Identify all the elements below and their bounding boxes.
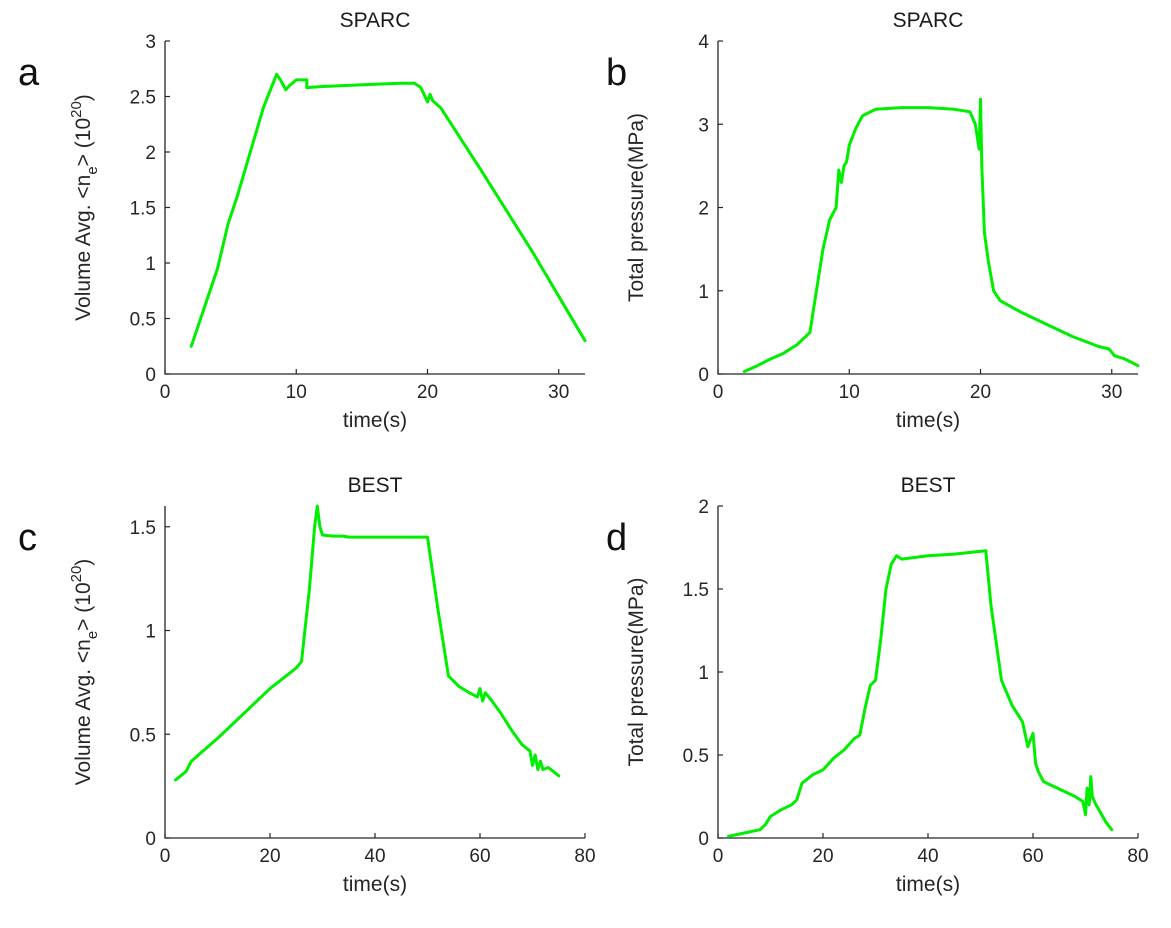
y-tick-label: 1 [698, 663, 709, 684]
x-axis-label: time(s) [343, 873, 407, 896]
x-axis-label: time(s) [896, 409, 960, 432]
x-tick-label: 20 [417, 382, 438, 403]
y-label-mid: > (10 [72, 118, 95, 166]
y-tick-label: 1.5 [130, 518, 156, 539]
y-axis-label: Volume Avg. <ne> (1020) [68, 559, 101, 786]
panel-letter: c [18, 517, 37, 559]
chart-panel-d: d 0 20 40 60 80 0 0.5 1 1.5 2 BEST time(s) Total pres… [606, 474, 1149, 896]
x-tick-label: 20 [259, 846, 280, 867]
y-axis-label: Volume Avg. <ne> (1020) [68, 94, 101, 321]
chart-title: SPARC [893, 9, 964, 32]
panel-letter: d [606, 517, 627, 559]
series-line [742, 97, 1140, 373]
axes-frame [717, 41, 1138, 375]
y-label-mid: > (10 [72, 582, 95, 630]
x-tick-label: 60 [1022, 846, 1043, 867]
y-label-sub: e [84, 631, 101, 639]
y-tick-label: 1.5 [130, 199, 156, 220]
x-tick-label: 30 [1101, 382, 1122, 403]
y-tick-label: 0.5 [130, 310, 156, 331]
y-label-sup: 20 [68, 101, 85, 118]
x-tick-label: 20 [970, 382, 991, 403]
y-label-end: ) [72, 559, 95, 566]
x-tick-label: 60 [469, 846, 490, 867]
y-label-main: Volume Avg. <n [72, 175, 95, 321]
y-tick-label: 0.5 [683, 746, 709, 767]
y-label-end: ) [72, 94, 95, 101]
y-label-sub: e [84, 166, 101, 174]
series-line [174, 504, 561, 782]
y-tick-label: 1.5 [683, 580, 709, 601]
x-tick-label: 30 [548, 382, 569, 403]
x-tick-label: 0 [160, 846, 171, 867]
chart-panel-a: a 0 10 20 30 0 0.5 1 1.5 2 2.5 3 SPARC time(s) Volume … [18, 9, 587, 432]
y-tick-label: 2 [698, 497, 709, 518]
y-tick-label: 2 [145, 143, 156, 164]
panel-letter: a [18, 52, 40, 94]
y-label-main: Volume Avg. <n [72, 639, 95, 785]
y-axis-label: Total pressure(MPa) [625, 113, 648, 302]
y-label-main: Total pressure(MPa) [625, 577, 648, 766]
x-tick-label: 0 [713, 846, 724, 867]
x-tick-label: 10 [839, 382, 860, 403]
panel-letter: b [606, 52, 627, 94]
x-axis-label: time(s) [896, 873, 960, 896]
x-tick-label: 80 [574, 846, 595, 867]
y-tick-label: 0 [698, 365, 709, 386]
x-axis-label: time(s) [343, 409, 407, 432]
y-tick-label: 2.5 [130, 88, 156, 109]
y-axis-label: Total pressure(MPa) [625, 577, 648, 766]
chart-title: BEST [901, 474, 956, 497]
series-line [189, 72, 587, 348]
y-tick-label: 1 [698, 282, 709, 303]
y-tick-label: 3 [145, 32, 156, 53]
y-label-main: Total pressure(MPa) [625, 113, 648, 302]
chart-title: SPARC [340, 9, 411, 32]
chart-title: BEST [348, 474, 403, 497]
y-tick-label: 0.5 [130, 725, 156, 746]
x-tick-label: 40 [917, 846, 938, 867]
series-line [727, 549, 1114, 838]
x-tick-label: 0 [160, 382, 171, 403]
axes-frame [164, 41, 585, 375]
y-tick-label: 3 [698, 115, 709, 136]
chart-panel-b: b 0 10 20 30 0 1 2 3 4 SPARC time(s) Total pressure(… [606, 9, 1140, 432]
axes-frame [164, 506, 585, 839]
y-label-sup: 20 [68, 566, 85, 583]
y-tick-label: 0 [145, 365, 156, 386]
y-tick-label: 1 [145, 254, 156, 275]
x-tick-label: 80 [1127, 846, 1148, 867]
x-tick-label: 20 [812, 846, 833, 867]
y-tick-label: 4 [698, 32, 709, 53]
y-tick-label: 0 [145, 829, 156, 850]
y-tick-label: 2 [698, 199, 709, 220]
y-tick-label: 0 [698, 829, 709, 850]
x-tick-label: 10 [286, 382, 307, 403]
x-tick-label: 0 [713, 382, 724, 403]
x-tick-label: 40 [364, 846, 385, 867]
chart-panel-c: c 0 20 40 60 80 0 0.5 1 1.5 BEST time(s) Volume Avg.… [18, 474, 596, 896]
y-tick-label: 1 [145, 622, 156, 643]
